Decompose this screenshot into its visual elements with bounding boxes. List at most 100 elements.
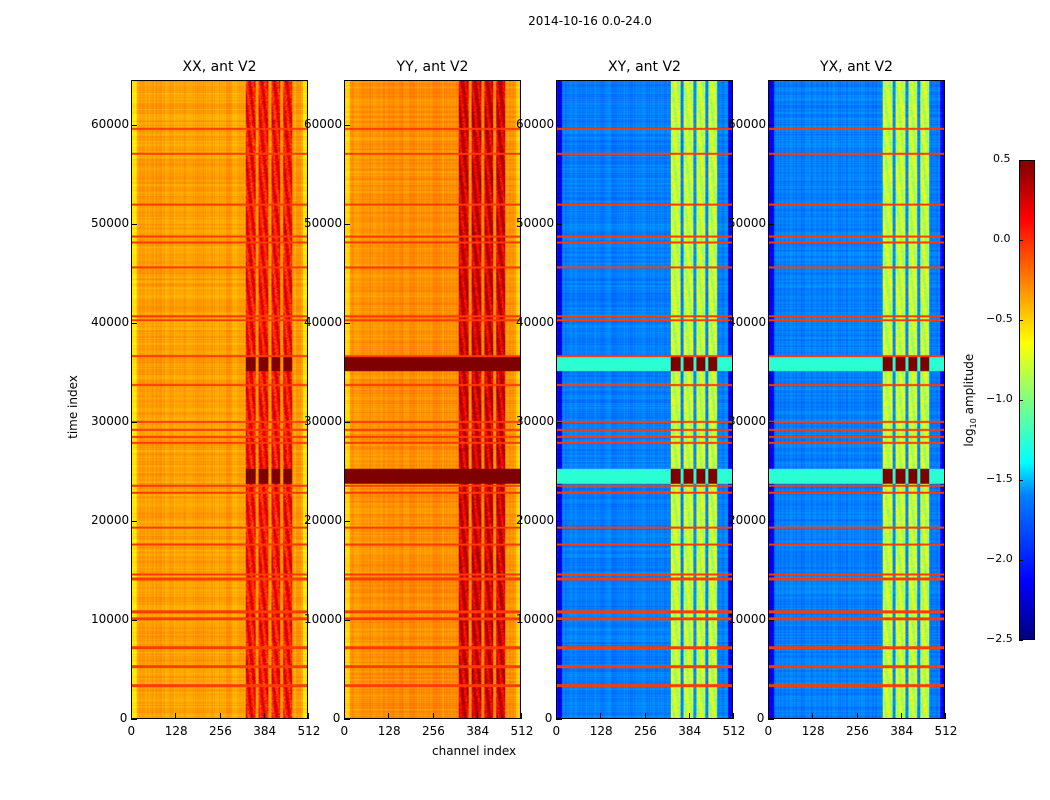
figure-title: 2014-10-16 0.0-24.0 [528, 14, 652, 28]
heatmap-panel: XY, ant V2 [556, 59, 733, 719]
x-tick-label: 512 [722, 724, 746, 738]
x-tick-mark [432, 713, 434, 719]
panel-title: YY, ant V2 [396, 59, 469, 75]
heatmap-image [345, 81, 520, 718]
y-tick-label: 40000 [516, 315, 555, 329]
colorbar-tick-label: 0.0 [993, 232, 1011, 245]
y-tick-mark [768, 719, 774, 720]
y-tick-mark [131, 422, 137, 423]
y-tick-mark [556, 719, 562, 720]
x-tick-label: 256 [634, 724, 657, 738]
y-tick-mark [131, 620, 137, 621]
colorbar-tick-mark [1019, 480, 1023, 481]
x-tick-mark [812, 713, 814, 719]
y-tick-label: 0 [119, 711, 128, 725]
x-tick-label: 128 [377, 724, 401, 738]
x-tick-mark [856, 713, 858, 719]
y-tick-mark [556, 125, 562, 126]
y-tick-label: 0 [756, 711, 765, 725]
y-tick-label: 0 [332, 711, 341, 725]
y-tick-label: 20000 [516, 513, 555, 527]
colorbar-tick-label: 0.5 [993, 152, 1011, 165]
x-tick-label: 384 [890, 724, 914, 738]
colorbar-tick-label: −2.0 [986, 552, 1013, 565]
y-tick-label: 60000 [516, 117, 555, 131]
x-tick-label: 512 [510, 724, 534, 738]
y-tick-mark [131, 323, 137, 324]
y-tick-label: 40000 [304, 315, 343, 329]
x-tick-mark [263, 713, 265, 719]
x-tick-mark [175, 713, 177, 719]
colorbar-tick-label: −1.0 [986, 392, 1013, 405]
y-tick-mark [768, 521, 774, 522]
y-tick-mark [768, 224, 774, 225]
x-tick-mark [476, 713, 478, 719]
x-tick-label: 256 [422, 724, 445, 738]
y-tick-mark [556, 422, 562, 423]
x-tick-label: 128 [164, 724, 188, 738]
y-tick-mark [131, 125, 137, 126]
panel-title: XY, ant V2 [608, 59, 681, 75]
x-tick-label: 256 [846, 724, 869, 738]
y-tick-mark [768, 125, 774, 126]
x-tick-label: 384 [253, 724, 277, 738]
x-tick-mark [945, 713, 946, 719]
y-tick-mark [556, 521, 562, 522]
x-tick-label: 0 [127, 724, 136, 738]
y-tick-mark [344, 521, 350, 522]
x-tick-label: 512 [934, 724, 958, 738]
colorbar-tick-label: −0.5 [986, 312, 1013, 325]
x-tick-mark [131, 713, 132, 719]
x-tick-mark [521, 713, 522, 719]
y-tick-label: 20000 [304, 513, 343, 527]
x-tick-label: 256 [209, 724, 232, 738]
colorbar-tick-label: −2.5 [986, 632, 1013, 645]
y-tick-mark [344, 719, 350, 720]
colorbar-tick-mark [1019, 560, 1023, 561]
y-tick-mark [131, 521, 137, 522]
heatmap-panel: YX, ant V2 [768, 59, 945, 719]
y-tick-mark [344, 620, 350, 621]
x-tick-label: 0 [340, 724, 349, 738]
y-tick-mark [556, 224, 562, 225]
x-tick-label: 128 [801, 724, 825, 738]
x-tick-mark [733, 713, 734, 719]
heatmap-image [132, 81, 307, 718]
x-tick-mark [344, 713, 345, 719]
colorbar-tick-label: −1.5 [986, 472, 1013, 485]
x-tick-mark [688, 713, 690, 719]
y-tick-label: 10000 [91, 612, 130, 626]
x-tick-mark [219, 713, 221, 719]
colorbar-tick-mark [1019, 400, 1023, 401]
y-tick-label: 30000 [304, 414, 343, 428]
x-tick-label: 0 [764, 724, 773, 738]
y-tick-label: 10000 [516, 612, 555, 626]
x-tick-label: 512 [297, 724, 321, 738]
x-tick-mark [900, 713, 902, 719]
colorbar-tick-mark [1019, 640, 1023, 641]
y-tick-label: 0 [544, 711, 553, 725]
colorbar-tick-mark [1019, 240, 1023, 241]
x-tick-mark [600, 713, 602, 719]
x-tick-label: 384 [466, 724, 490, 738]
y-tick-label: 20000 [728, 513, 767, 527]
y-tick-label: 10000 [304, 612, 343, 626]
y-axis-label: time index [66, 375, 80, 439]
heatmap-image [769, 81, 944, 718]
x-tick-mark [768, 713, 769, 719]
x-axis-label: channel index [432, 744, 517, 758]
y-tick-mark [344, 125, 350, 126]
y-tick-mark [556, 323, 562, 324]
x-tick-label: 0 [552, 724, 561, 738]
y-tick-mark [344, 323, 350, 324]
panel-title: YX, ant V2 [820, 59, 893, 75]
x-tick-mark [388, 713, 390, 719]
y-tick-label: 10000 [728, 612, 767, 626]
y-tick-label: 40000 [91, 315, 130, 329]
y-tick-label: 30000 [516, 414, 555, 428]
x-tick-label: 128 [589, 724, 613, 738]
y-tick-label: 60000 [91, 117, 130, 131]
y-tick-label: 40000 [728, 315, 767, 329]
heatmap-panel: XX, ant V2 [131, 59, 308, 719]
y-tick-label: 30000 [91, 414, 130, 428]
